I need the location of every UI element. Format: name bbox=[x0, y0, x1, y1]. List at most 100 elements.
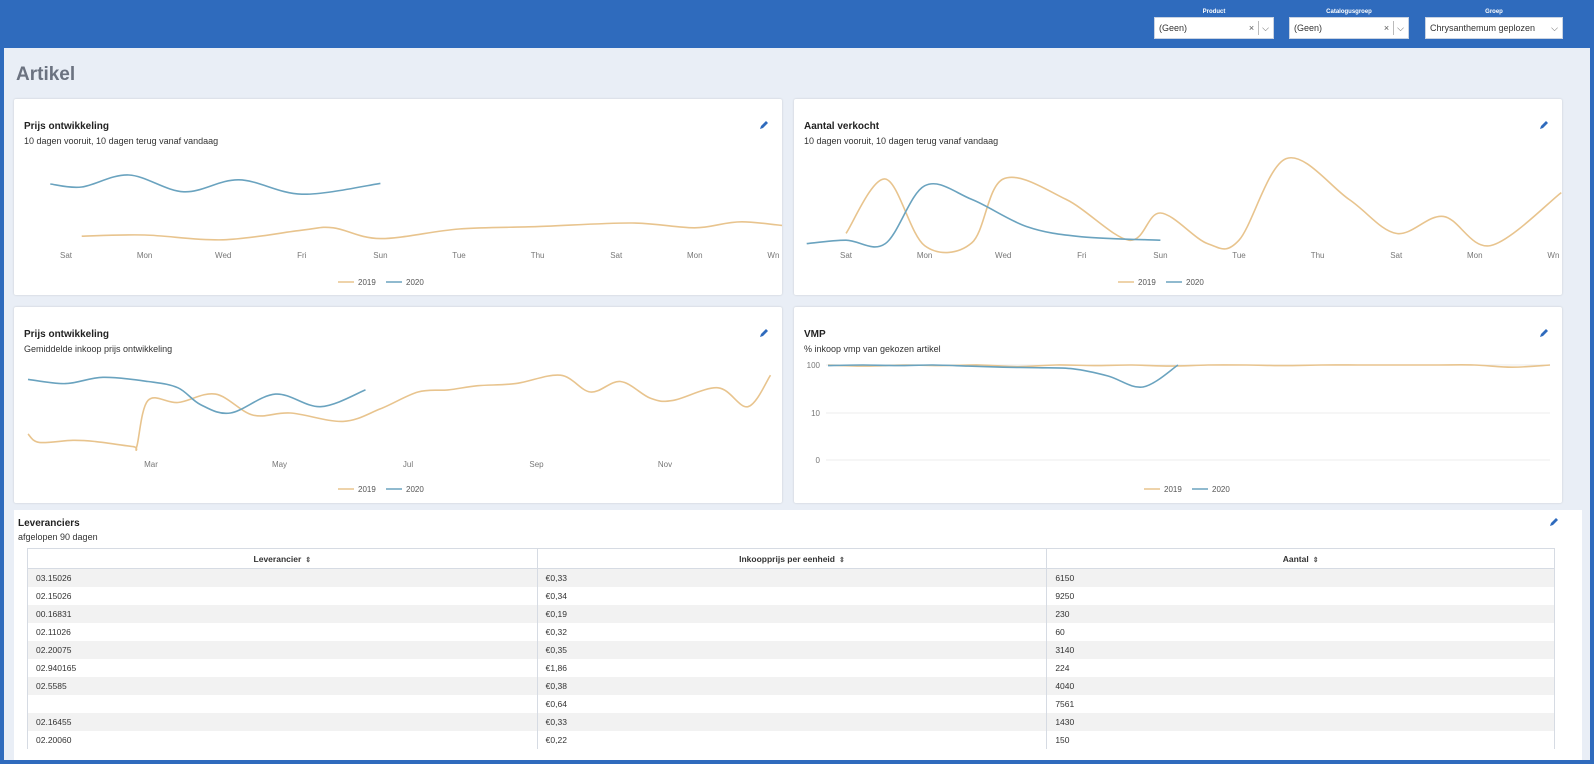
cell-inkoopprijs: €0,38 bbox=[536, 676, 1048, 695]
x-tick-label: Wed bbox=[215, 251, 231, 260]
card-title: VMP bbox=[804, 329, 826, 340]
leveranciers-table: Leverancier ⇕ Inkoopprijs per eenheid ⇕ Aa… bbox=[27, 548, 1555, 749]
table-row[interactable]: 02.20075 €0,35 3140 bbox=[27, 640, 1555, 659]
filter-product-select[interactable]: (Geen) × ⌵ bbox=[1154, 17, 1274, 39]
x-tick-label: Wn bbox=[1547, 251, 1559, 260]
cell-aantal: 230 bbox=[1046, 604, 1555, 623]
x-tick-label: Thu bbox=[1311, 251, 1325, 260]
filter-product[interactable]: Product (Geen) × ⌵ bbox=[1154, 8, 1274, 39]
edit-pencil-icon[interactable] bbox=[1548, 516, 1560, 528]
series-line-2019 bbox=[81, 220, 782, 241]
card-prijs-ontwikkeling-inkoop: Prijs ontwikkeling Gemiddelde inkoop pri… bbox=[14, 307, 782, 503]
legend-label-2019[interactable]: 2019 bbox=[358, 278, 376, 287]
table-row[interactable]: 02.15026 €0,34 9250 bbox=[27, 586, 1555, 605]
cell-inkoopprijs: €1,86 bbox=[536, 658, 1048, 677]
table-row[interactable]: €0,64 7561 bbox=[27, 694, 1555, 713]
x-tick-label: Mon bbox=[917, 251, 933, 260]
y-tick-label: 0 bbox=[816, 456, 821, 465]
clear-icon[interactable]: × bbox=[1248, 23, 1255, 33]
filter-catalogusgroep-label: Catalogusgroep bbox=[1326, 9, 1372, 15]
series-line-2020 bbox=[50, 174, 381, 196]
cell-aantal: 4040 bbox=[1046, 676, 1555, 695]
card-subtitle: 10 dagen vooruit, 10 dagen terug vanaf v… bbox=[24, 136, 219, 146]
column-header-leverancier[interactable]: Leverancier ⇕ bbox=[27, 548, 538, 569]
card-aantal-verkocht: Aantal verkocht 10 dagen vooruit, 10 dag… bbox=[794, 99, 1562, 295]
filter-catalogusgroep-select[interactable]: (Geen) × ⌵ bbox=[1289, 17, 1409, 39]
x-tick-label: Jul bbox=[403, 460, 413, 469]
filter-groep-label: Groep bbox=[1485, 9, 1503, 15]
app-frame: Product (Geen) × ⌵ Catalogusgroep (Geen)… bbox=[4, 4, 1590, 760]
column-header-aantal[interactable]: Aantal ⇕ bbox=[1046, 548, 1555, 569]
legend-label-2019[interactable]: 2019 bbox=[358, 485, 376, 494]
chevron-down-icon[interactable]: ⌵ bbox=[1551, 22, 1558, 33]
clear-icon[interactable]: × bbox=[1383, 23, 1390, 33]
card-subtitle: Gemiddelde inkoop prijs ontwikkeling bbox=[24, 344, 173, 354]
legend-label-2019[interactable]: 2019 bbox=[1164, 485, 1182, 494]
card-subtitle: % inkoop vmp van gekozen artikel bbox=[804, 344, 941, 354]
edit-pencil-icon[interactable] bbox=[758, 119, 770, 131]
legend-label-2019[interactable]: 2019 bbox=[1138, 278, 1156, 287]
x-tick-label: Thu bbox=[531, 251, 545, 260]
sort-icon[interactable]: ⇕ bbox=[305, 556, 312, 564]
cell-aantal: 224 bbox=[1046, 658, 1555, 677]
cell-leverancier: 02.11026 bbox=[27, 622, 538, 641]
edit-pencil-icon[interactable] bbox=[758, 327, 770, 339]
legend-label-2020[interactable]: 2020 bbox=[406, 278, 424, 287]
cell-aantal: 6150 bbox=[1046, 568, 1555, 587]
edit-pencil-icon[interactable] bbox=[1538, 327, 1550, 339]
x-tick-label: Mon bbox=[1467, 251, 1483, 260]
cell-aantal: 3140 bbox=[1046, 640, 1555, 659]
filter-groep-select[interactable]: Chrysanthemum geplozen ⌵ bbox=[1425, 17, 1563, 39]
column-label: Leverancier bbox=[253, 553, 302, 564]
filter-groep[interactable]: Groep Chrysanthemum geplozen ⌵ bbox=[1425, 8, 1563, 39]
filter-catalogusgroep[interactable]: Catalogusgroep (Geen) × ⌵ bbox=[1289, 8, 1409, 39]
table-title: Leveranciers bbox=[18, 518, 80, 529]
table-subtitle: afgelopen 90 dagen bbox=[18, 532, 98, 542]
x-tick-label: Sat bbox=[840, 251, 853, 260]
filter-groep-value: Chrysanthemum geplozen bbox=[1430, 23, 1536, 33]
cell-inkoopprijs: €0,22 bbox=[536, 730, 1048, 749]
table-row[interactable]: 02.940165 €1,86 224 bbox=[27, 658, 1555, 677]
legend-label-2020[interactable]: 2020 bbox=[406, 485, 424, 494]
x-tick-label: Sep bbox=[529, 460, 544, 469]
edit-pencil-icon[interactable] bbox=[1538, 119, 1550, 131]
x-tick-label: Sun bbox=[1153, 251, 1167, 260]
column-header-inkoopprijs[interactable]: Inkoopprijs per eenheid ⇕ bbox=[536, 548, 1048, 569]
legend-label-2020[interactable]: 2020 bbox=[1212, 485, 1230, 494]
cell-leverancier: 02.20060 bbox=[27, 730, 538, 749]
table-row[interactable]: 02.5585 €0,38 4040 bbox=[27, 676, 1555, 695]
column-label: Inkoopprijs per eenheid bbox=[739, 553, 835, 564]
card-subtitle: 10 dagen vooruit, 10 dagen terug vanaf v… bbox=[804, 136, 999, 146]
series-line-2020 bbox=[806, 183, 1161, 248]
chevron-down-icon[interactable]: ⌵ bbox=[1397, 22, 1404, 33]
chevron-down-icon[interactable]: ⌵ bbox=[1262, 22, 1269, 33]
sort-icon[interactable]: ⇕ bbox=[839, 556, 845, 564]
card-vmp: VMP % inkoop vmp van gekozen artikel 10 0… bbox=[794, 307, 1562, 503]
divider bbox=[1258, 21, 1260, 35]
cell-inkoopprijs: €0,32 bbox=[536, 622, 1048, 641]
card-prijs-ontwikkeling-forecast: Prijs ontwikkeling 10 dagen vooruit, 10 … bbox=[14, 99, 782, 295]
filter-catalogusgroep-value: (Geen) bbox=[1294, 23, 1323, 33]
x-tick-label: Tue bbox=[1232, 251, 1246, 260]
cell-inkoopprijs: €0,33 bbox=[536, 712, 1048, 731]
table-row[interactable]: 03.15026 €0,33 6150 bbox=[27, 568, 1555, 587]
table-row[interactable]: 02.20060 €0,22 150 bbox=[27, 730, 1555, 749]
table-row[interactable]: 00.16831 €0,19 230 bbox=[27, 604, 1555, 623]
y-tick-label: 10 bbox=[811, 409, 820, 418]
cell-inkoopprijs: €0,64 bbox=[536, 694, 1048, 713]
cell-aantal: 7561 bbox=[1046, 694, 1555, 713]
table-row[interactable]: 02.16455 €0,33 1430 bbox=[27, 712, 1555, 731]
sort-icon[interactable]: ⇕ bbox=[1312, 556, 1319, 564]
table-row[interactable]: 02.11026 €0,32 60 bbox=[27, 622, 1555, 641]
cell-aantal: 60 bbox=[1046, 622, 1555, 641]
x-tick-label: Tue bbox=[452, 251, 466, 260]
cell-leverancier bbox=[27, 694, 538, 713]
card-title: Aantal verkocht bbox=[804, 121, 880, 132]
divider bbox=[1393, 21, 1395, 35]
x-tick-label: May bbox=[272, 460, 287, 469]
x-tick-label: Fri bbox=[297, 251, 307, 260]
cell-leverancier: 02.16455 bbox=[27, 712, 538, 731]
card-title: Prijs ontwikkeling bbox=[24, 329, 110, 340]
cell-inkoopprijs: €0,34 bbox=[536, 586, 1048, 605]
legend-label-2020[interactable]: 2020 bbox=[1186, 278, 1204, 287]
